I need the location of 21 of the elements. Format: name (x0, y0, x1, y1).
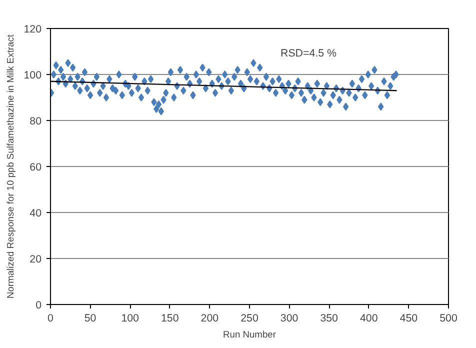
x-tick-label: 50 (84, 312, 96, 324)
y-tick-label: 0 (36, 300, 42, 312)
x-tick-label: 200 (200, 312, 219, 324)
y-tick-label: 120 (24, 24, 42, 36)
x-tick-label: 500 (440, 312, 458, 324)
x-axis-title: Run Number (223, 330, 276, 340)
y-tick-label: 60 (30, 162, 42, 174)
y-axis-title: Normalized Response for 10 ppb Sulfamethazine in Milk Extract (6, 34, 16, 298)
y-tick-label: 20 (30, 254, 42, 266)
annotation: RSD=4.5 % (280, 48, 337, 60)
x-tick-label: 250 (240, 312, 258, 324)
x-tick-label: 300 (280, 312, 298, 324)
x-tick-label: 100 (121, 312, 140, 324)
x-tick-label: 150 (161, 312, 179, 324)
x-tick-label: 0 (48, 312, 54, 324)
x-tick-label: 350 (320, 312, 338, 324)
x-tick-label: 450 (400, 312, 418, 324)
x-tick-label: 400 (360, 312, 378, 324)
y-tick-label: 40 (30, 208, 42, 220)
y-tick-label: 80 (30, 116, 42, 128)
y-tick-label: 100 (24, 70, 42, 82)
